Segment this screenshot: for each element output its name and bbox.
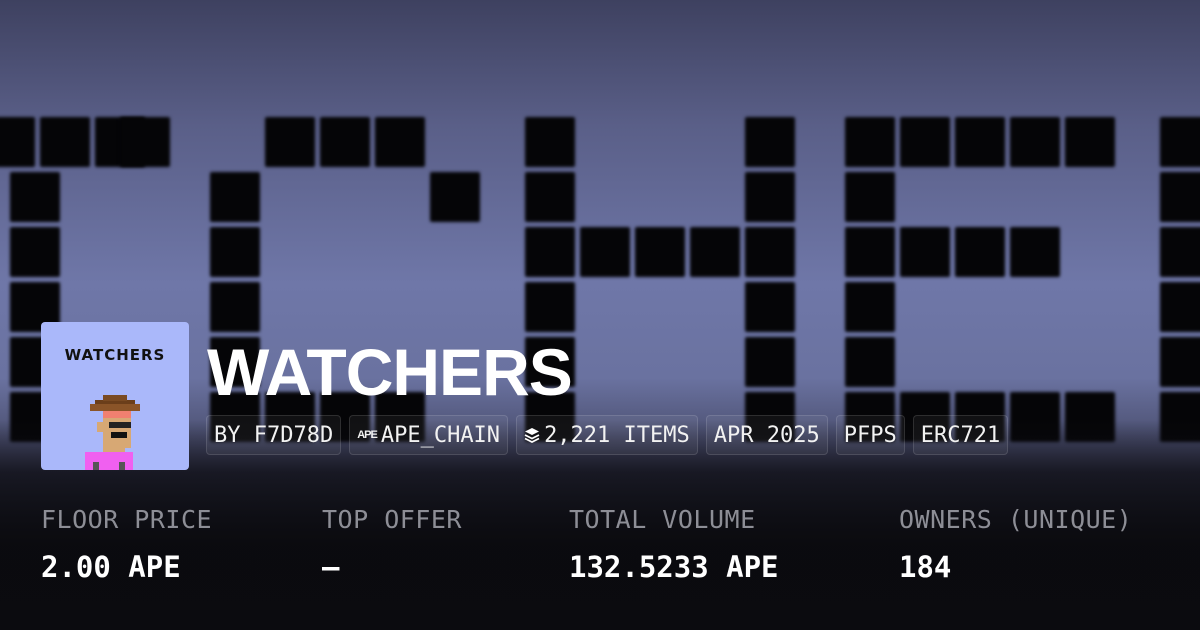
banner-pixel xyxy=(845,227,895,277)
banner-shade xyxy=(0,420,1200,630)
banner-pixel xyxy=(525,117,575,167)
stat-value: 132.5233 APE xyxy=(569,550,779,584)
banner-pixel xyxy=(845,337,895,387)
stat-label: FLOOR PRICE xyxy=(41,505,213,534)
banner-pixel xyxy=(745,282,795,332)
banner-pixel xyxy=(745,227,795,277)
stat-top-offer: TOP OFFER — xyxy=(322,505,462,584)
stat-floor-price: FLOOR PRICE 2.00 APE xyxy=(41,505,212,584)
banner-pixel xyxy=(10,227,60,277)
layers-icon xyxy=(524,428,540,443)
banner-pixel xyxy=(580,227,630,277)
banner-pixel xyxy=(320,117,370,167)
stat-value: 2.00 APE xyxy=(41,550,181,584)
stat-label: OWNERS (UNIQUE) xyxy=(899,505,1133,534)
chip-label: APE_CHAIN xyxy=(380,422,501,448)
banner-pixel xyxy=(525,227,575,277)
stat-value: 184 xyxy=(899,550,952,584)
stat-label: TOTAL VOLUME xyxy=(569,505,756,534)
banner-pixel xyxy=(1065,117,1115,167)
banner-pixel xyxy=(1160,117,1200,167)
chip-items[interactable]: 2,221 ITEMS xyxy=(516,415,698,455)
stat-owners: OWNERS (UNIQUE) 184 xyxy=(899,505,1132,584)
banner-pixel xyxy=(0,117,35,167)
banner-pixel xyxy=(210,282,260,332)
banner-pixel xyxy=(635,227,685,277)
collection-chips: BY F7D78D APE APE_CHAIN 2,221 ITEMS APR 2… xyxy=(206,415,1009,455)
banner-pixel xyxy=(900,227,950,277)
banner-pixel xyxy=(10,172,60,222)
banner-pixel xyxy=(1160,337,1200,387)
banner-pixel xyxy=(955,117,1005,167)
banner-pixel xyxy=(900,117,950,167)
avatar-label: WATCHERS xyxy=(64,346,166,364)
banner-pixel xyxy=(375,117,425,167)
collection-avatar: WATCHERS xyxy=(41,322,189,470)
banner-pixel xyxy=(210,172,260,222)
banner-pixel xyxy=(845,117,895,167)
stat-label: TOP OFFER xyxy=(322,505,462,534)
banner-pixel xyxy=(40,117,90,167)
banner-pixel xyxy=(1010,117,1060,167)
banner-pixel xyxy=(845,172,895,222)
banner-pixel xyxy=(210,227,260,277)
chip-standard: ERC721 xyxy=(912,415,1009,455)
chip-chain[interactable]: APE APE_CHAIN xyxy=(349,415,509,455)
chip-label: APR 2025 xyxy=(713,422,820,448)
chip-label: BY F7D78D xyxy=(214,422,334,448)
banner-pixel xyxy=(745,172,795,222)
chip-category[interactable]: PFPS xyxy=(835,415,905,455)
banner-pixel xyxy=(210,337,260,387)
stat-total-volume: TOTAL VOLUME 132.5233 APE xyxy=(569,505,779,584)
chip-label: PFPS xyxy=(843,422,897,448)
chip-date: APR 2025 xyxy=(705,415,828,455)
banner-pixel xyxy=(745,117,795,167)
ape-chain-icon: APE xyxy=(357,429,378,441)
banner-pixel xyxy=(955,227,1005,277)
banner-pixel xyxy=(1160,282,1200,332)
banner-pixel xyxy=(525,337,575,387)
chip-label: 2,221 ITEMS xyxy=(544,422,690,448)
banner-pixel xyxy=(1160,172,1200,222)
banner-pixel xyxy=(265,117,315,167)
banner-pixel xyxy=(430,172,480,222)
pixel-character-icon xyxy=(85,395,140,470)
collection-title: WATCHERS xyxy=(207,335,573,409)
banner-pixel xyxy=(1160,227,1200,277)
chip-creator[interactable]: BY F7D78D xyxy=(206,415,342,455)
banner-pixel xyxy=(525,282,575,332)
chip-label: ERC721 xyxy=(920,422,1001,448)
banner-pixel xyxy=(845,282,895,332)
banner-pixel xyxy=(690,227,740,277)
banner-pixel xyxy=(1010,227,1060,277)
banner-pixel xyxy=(745,337,795,387)
banner-pixel xyxy=(120,117,170,167)
stat-value: — xyxy=(322,550,340,584)
banner-pixel xyxy=(525,172,575,222)
